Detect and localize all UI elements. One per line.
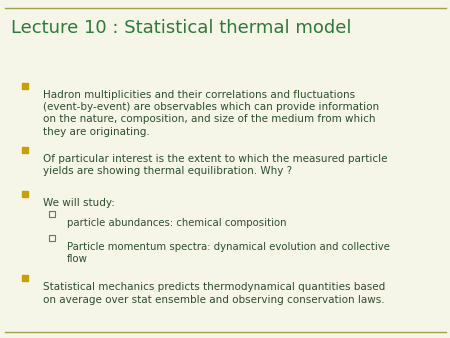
Text: We will study:: We will study:: [43, 198, 115, 208]
Text: Hadron multiplicities and their correlations and fluctuations
(event-by-event) a: Hadron multiplicities and their correlat…: [43, 90, 379, 137]
Text: Of particular interest is the extent to which the measured particle
yields are s: Of particular interest is the extent to …: [43, 154, 387, 176]
Text: Particle momentum spectra: dynamical evolution and collective
flow: Particle momentum spectra: dynamical evo…: [67, 242, 390, 264]
Text: particle abundances: chemical composition: particle abundances: chemical compositio…: [67, 218, 286, 228]
Text: Statistical mechanics predicts thermodynamical quantities based
on average over : Statistical mechanics predicts thermodyn…: [43, 282, 385, 305]
Text: Lecture 10 : Statistical thermal model: Lecture 10 : Statistical thermal model: [11, 19, 352, 37]
